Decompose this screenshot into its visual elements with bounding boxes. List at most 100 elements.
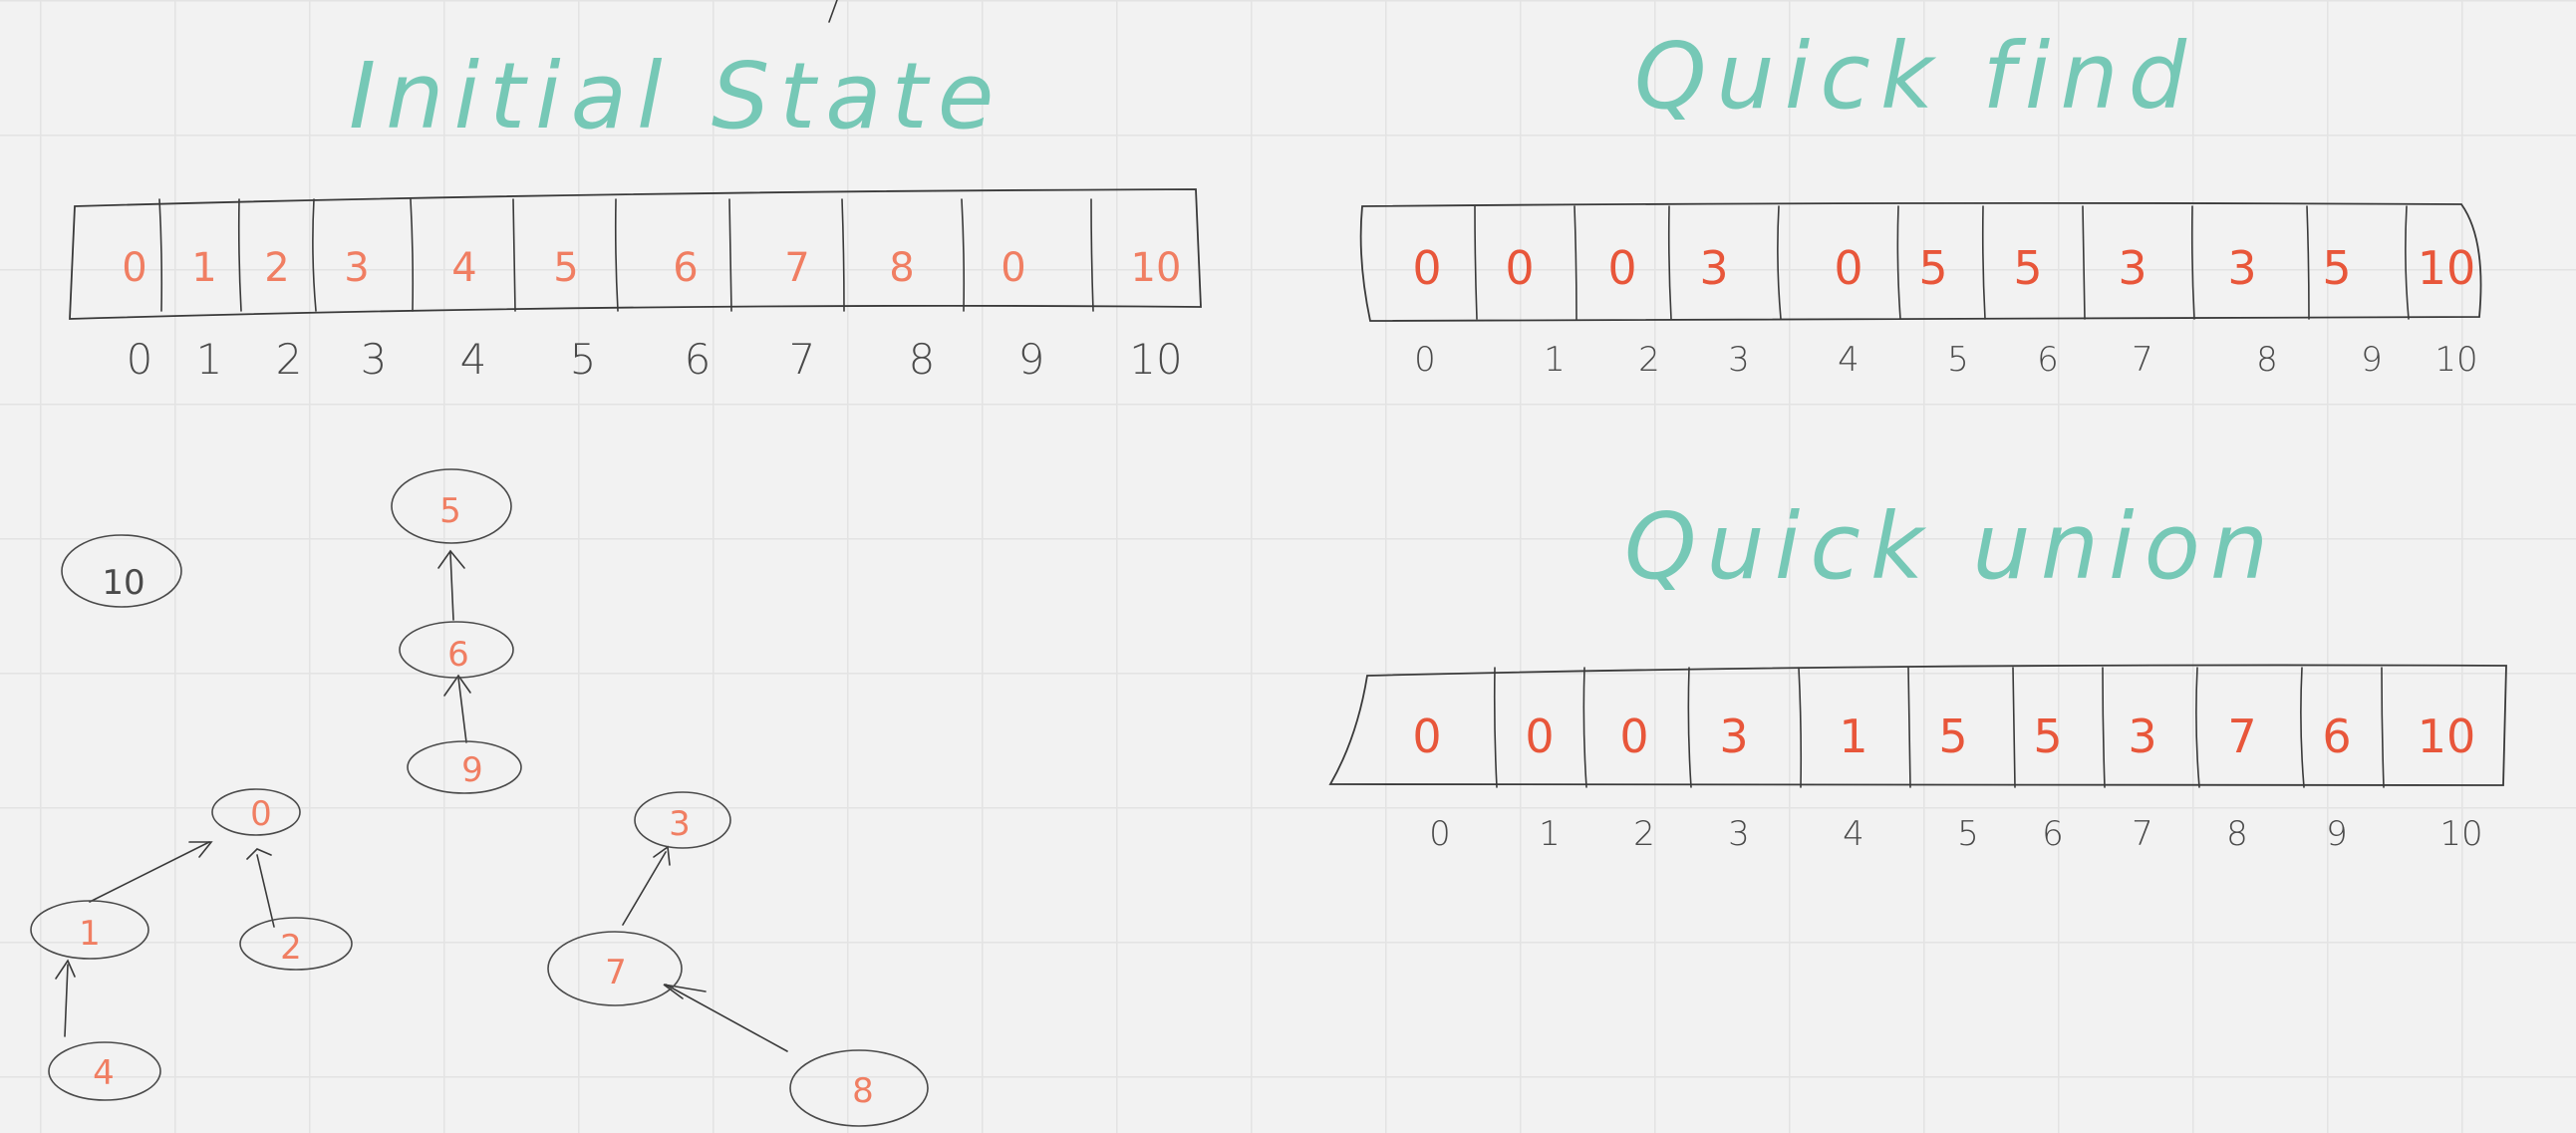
cell-value: 3 bbox=[2227, 241, 2256, 295]
cell-value: 8 bbox=[889, 245, 914, 291]
cell-value: 5 bbox=[1918, 241, 1947, 295]
node-label: 9 bbox=[461, 750, 483, 790]
quick-union-array: 0 0 0 3 1 5 5 3 7 6 10 0 1 2 3 4 5 6 7 8 9 10 bbox=[1328, 664, 2507, 854]
quick-find-title: Quick find bbox=[1634, 23, 2196, 130]
cell-divider bbox=[1798, 667, 1803, 788]
cell-value: 0 bbox=[1001, 245, 1025, 291]
cell-value: 0 bbox=[1619, 709, 1648, 763]
cell-divider bbox=[2012, 667, 2016, 788]
index-label: 1 bbox=[1544, 340, 1566, 380]
node-label: 8 bbox=[852, 1071, 874, 1111]
cell-divider bbox=[1667, 205, 1672, 320]
index-label: 7 bbox=[2132, 814, 2153, 854]
cell-value: 0 bbox=[1412, 709, 1441, 763]
tree-node-3: 3 bbox=[634, 791, 731, 849]
cell-divider bbox=[2300, 667, 2305, 788]
cell-divider bbox=[2405, 205, 2410, 320]
cell-value: 5 bbox=[1938, 709, 1967, 763]
node-label: 10 bbox=[102, 563, 144, 603]
tree-node-4: 4 bbox=[48, 1041, 161, 1101]
index-label: 0 bbox=[127, 335, 153, 384]
index-label: 10 bbox=[2439, 814, 2482, 854]
node-label: 0 bbox=[250, 794, 272, 834]
index-label: 9 bbox=[1018, 335, 1045, 384]
index-label: 4 bbox=[1838, 340, 1860, 380]
index-label: 1 bbox=[1539, 814, 1561, 854]
cell-divider bbox=[2082, 205, 2086, 320]
cell-value: 3 bbox=[2128, 709, 2156, 763]
cell-divider bbox=[1777, 205, 1782, 320]
index-label: 4 bbox=[1843, 814, 1864, 854]
quick-union-title: Quick union bbox=[1624, 493, 2278, 600]
cell-value: 0 bbox=[122, 245, 146, 291]
cell-divider bbox=[1574, 205, 1577, 320]
cell-value: 7 bbox=[2227, 709, 2256, 763]
index-label: 5 bbox=[570, 335, 597, 384]
index-label: 6 bbox=[685, 335, 712, 384]
node-label: 7 bbox=[605, 953, 627, 992]
cell-value: 7 bbox=[784, 245, 809, 291]
tree-node-5: 5 bbox=[391, 468, 512, 544]
cell-divider bbox=[961, 198, 966, 312]
forest-edges bbox=[55, 549, 788, 1052]
cell-value: 6 bbox=[673, 245, 698, 291]
cell-divider bbox=[841, 198, 845, 312]
index-label: 5 bbox=[1947, 340, 1969, 380]
cell-divider bbox=[2306, 205, 2310, 320]
tree-node-6: 6 bbox=[399, 621, 514, 679]
cell-divider bbox=[237, 198, 242, 312]
cell-value: 3 bbox=[1699, 241, 1728, 295]
index-label: 7 bbox=[789, 335, 816, 384]
index-label: 4 bbox=[460, 335, 487, 384]
index-label: 8 bbox=[2256, 340, 2278, 380]
node-label: 5 bbox=[439, 491, 461, 531]
node-label: 1 bbox=[79, 914, 101, 954]
node-label: 3 bbox=[669, 804, 691, 844]
cell-divider bbox=[1493, 667, 1498, 788]
cell-divider bbox=[2381, 667, 2385, 788]
initial-state-title: Initial State bbox=[349, 43, 1003, 149]
cell-value: 3 bbox=[1719, 709, 1748, 763]
index-label: 5 bbox=[1957, 814, 1979, 854]
tree-node-1: 1 bbox=[30, 900, 149, 960]
index-label: 6 bbox=[2037, 340, 2059, 380]
node-label: 6 bbox=[447, 635, 469, 675]
cell-value: 5 bbox=[2322, 241, 2351, 295]
index-label: 2 bbox=[1638, 340, 1660, 380]
node-label: 4 bbox=[93, 1053, 115, 1093]
cell-divider bbox=[1090, 198, 1094, 312]
index-label: 9 bbox=[2361, 340, 2383, 380]
tree-node-9: 9 bbox=[407, 740, 522, 794]
cell-value: 10 bbox=[2418, 709, 2476, 763]
cell-value: 5 bbox=[2013, 241, 2042, 295]
cell-divider bbox=[158, 198, 163, 312]
cell-divider bbox=[1687, 667, 1692, 788]
cell-divider bbox=[2190, 205, 2195, 320]
index-label: 10 bbox=[1129, 335, 1182, 384]
cell-value: 0 bbox=[1412, 241, 1441, 295]
tree-node-8: 8 bbox=[789, 1049, 929, 1127]
index-label: 6 bbox=[2042, 814, 2064, 854]
cell-value: 6 bbox=[2322, 709, 2351, 763]
index-label: 0 bbox=[1414, 340, 1436, 380]
cell-value: 2 bbox=[264, 245, 289, 291]
index-label: 9 bbox=[2326, 814, 2348, 854]
cell-value: 10 bbox=[1131, 245, 1182, 291]
cell-divider bbox=[1907, 667, 1911, 788]
cell-value: 0 bbox=[1607, 241, 1636, 295]
index-label: 0 bbox=[1429, 814, 1451, 854]
cell-value: 0 bbox=[1505, 241, 1534, 295]
cell-value: 0 bbox=[1525, 709, 1554, 763]
cell-divider bbox=[1474, 205, 1478, 320]
index-label: 2 bbox=[276, 335, 303, 384]
cell-divider bbox=[614, 198, 619, 312]
index-label: 2 bbox=[1633, 814, 1655, 854]
index-label: 8 bbox=[909, 335, 936, 384]
forest: 10 5 6 9 0 1 2 bbox=[30, 468, 929, 1127]
cell-value: 3 bbox=[2118, 241, 2147, 295]
tree-node-7: 7 bbox=[547, 931, 683, 1006]
stray-mark bbox=[828, 0, 838, 23]
cell-divider bbox=[2102, 667, 2106, 788]
quick-find-array: 0 0 0 3 0 5 5 3 3 5 10 0 1 2 3 4 5 6 7 8 9 10 bbox=[1359, 201, 2482, 380]
initial-state-array: 0 1 2 3 4 5 6 7 8 0 10 0 1 2 3 4 5 6 7 8 9 10 bbox=[69, 188, 1202, 384]
